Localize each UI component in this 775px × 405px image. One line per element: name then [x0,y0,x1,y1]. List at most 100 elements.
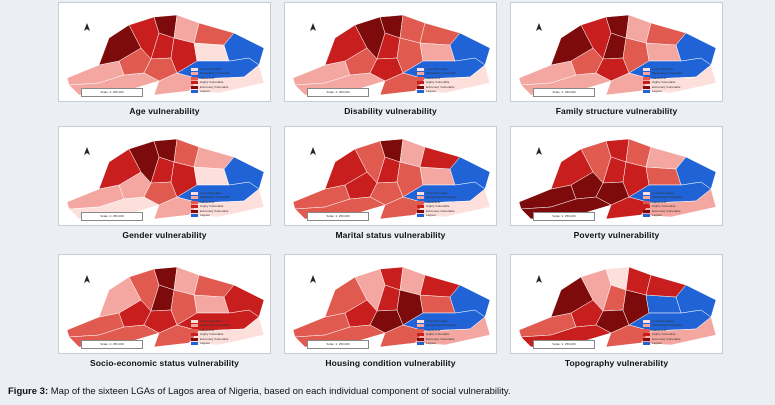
legend-swatch [191,67,198,71]
legend-label: Moderately Vulnerable [426,195,456,199]
map-cell: Less Vulnerable Moderately Vulnerable Vuln… [510,126,723,251]
legend-swatch [643,337,650,341]
map-grid: Less Vulnerable Moderately Vulnerable Vuln… [58,2,723,378]
legend-label: Extremely Vulnerable [200,84,229,89]
legend-swatch [417,76,424,80]
map-title: Topography vulnerability [564,358,669,368]
lga-region [640,188,717,218]
legend-item: Less Vulnerable [643,319,703,323]
legend-swatch [191,333,198,336]
legend-label: Vulnerable [652,327,667,332]
lga-region [640,64,717,94]
legend-label: Extremely Vulnerable [200,208,229,213]
figure-caption-text: Map of the sixteen LGAs of Lagos area of… [50,386,511,397]
legend-item: Vulnerable [191,200,251,204]
legend-item: Lagoon [417,90,477,94]
map-frame: Less Vulnerable Moderately Vulnerable Vuln… [58,126,271,226]
north-arrow-icon [536,275,542,283]
north-arrow-icon [84,275,90,283]
legend-item: Highly Vulnerable [417,333,477,337]
legend-item: Highly Vulnerable [191,205,251,209]
legend-swatch [191,81,198,84]
map-legend: Less Vulnerable Moderately Vulnerable Vuln… [191,319,251,346]
legend-item: Moderately Vulnerable [643,72,703,76]
map-legend: Less Vulnerable Moderately Vulnerable Vuln… [643,319,703,346]
legend-item: Lagoon [191,342,251,346]
map-scale: Scale: 1: 250,000 [533,340,595,349]
choropleth-map [66,266,265,348]
lga-region [414,316,491,346]
legend-item: Moderately Vulnerable [417,72,477,76]
lga-region [223,284,265,318]
legend-item: Extremely Vulnerable [417,337,477,341]
legend-item: Lagoon [643,214,703,218]
legend-item: Highly Vulnerable [643,205,703,209]
legend-label: Vulnerable [200,327,215,332]
legend-item: Extremely Vulnerable [417,85,477,89]
legend-item: Highly Vulnerable [643,81,703,85]
legend-item: Highly Vulnerable [643,333,703,337]
legend-label: Less Vulnerable [652,190,674,195]
lga-region [449,284,491,318]
legend-label: Moderately Vulnerable [200,323,230,327]
legend-item: Extremely Vulnerable [643,209,703,213]
legend-label: Lagoon [200,89,211,93]
legend-swatch [417,90,424,93]
legend-label: Less Vulnerable [200,66,222,71]
legend-swatch [643,214,650,217]
legend-label: Less Vulnerable [426,66,448,71]
legend-label: Lagoon [426,213,437,217]
legend-swatch [191,324,198,327]
legend-item: Less Vulnerable [417,67,477,71]
map-scale: Scale: 1: 250,000 [81,88,143,97]
legend-label: Moderately Vulnerable [652,71,682,75]
legend-label: Extremely Vulnerable [426,208,455,213]
lga-region [414,64,491,94]
map-frame: Less Vulnerable Moderately Vulnerable Vuln… [284,254,497,354]
map-scale: Scale: 1: 250,000 [307,340,369,349]
map-legend: Less Vulnerable Moderately Vulnerable Vuln… [191,191,251,218]
legend-item: Extremely Vulnerable [417,209,477,213]
north-arrow-icon [310,275,316,283]
map-legend: Less Vulnerable Moderately Vulnerable Vuln… [643,67,703,94]
legend-swatch [643,196,650,199]
legend-swatch [417,328,424,332]
map-scale: Scale: 1: 250,000 [533,212,595,221]
legend-swatch [191,90,198,93]
legend-item: Lagoon [417,342,477,346]
map-scale: Scale: 1: 250,000 [307,88,369,97]
legend-item: Less Vulnerable [417,319,477,323]
choropleth-map [518,14,717,96]
legend-swatch [417,191,424,195]
map-cell: Less Vulnerable Moderately Vulnerable Vuln… [510,2,723,127]
map-title: Marital status vulnerability [335,230,446,240]
lga-region [188,316,265,346]
legend-item: Less Vulnerable [191,67,251,71]
lga-region [675,32,717,66]
legend-swatch [191,205,198,208]
lga-region [675,284,717,318]
legend-item: Moderately Vulnerable [417,324,477,328]
legend-swatch [643,90,650,93]
legend-label: Highly Vulnerable [652,80,676,84]
legend-swatch [417,196,424,199]
legend-swatch [417,333,424,336]
legend-label: Lagoon [652,89,663,93]
legend-swatch [191,328,198,332]
legend-item: Highly Vulnerable [417,81,477,85]
legend-swatch [417,85,424,89]
legend-label: Highly Vulnerable [200,80,224,84]
legend-swatch [643,81,650,84]
legend-swatch [643,328,650,332]
lga-region [419,42,456,62]
legend-label: Moderately Vulnerable [652,195,682,199]
legend-label: Extremely Vulnerable [652,84,681,89]
choropleth-map [66,14,265,96]
legend-swatch [417,337,424,341]
legend-label: Highly Vulnerable [200,204,224,208]
legend-swatch [417,205,424,208]
legend-label: Lagoon [652,341,663,345]
legend-swatch [643,72,650,75]
legend-swatch [191,85,198,89]
